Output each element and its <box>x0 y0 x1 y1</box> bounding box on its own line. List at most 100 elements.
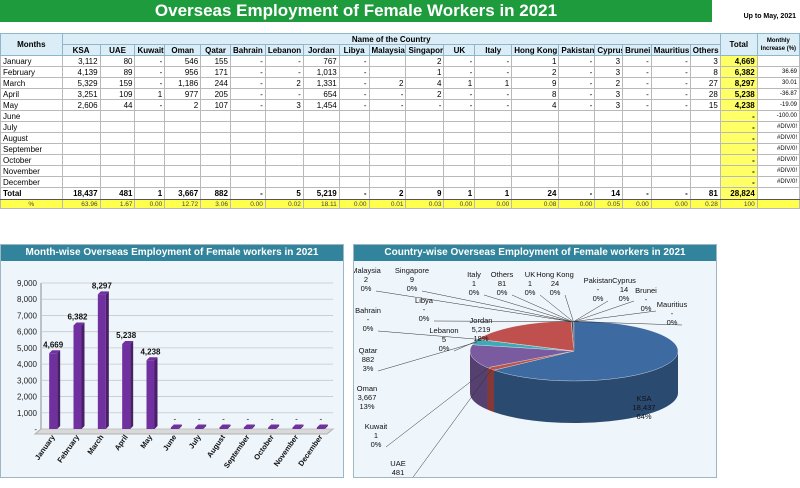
value-cell: 80 <box>99 55 136 67</box>
percent-cell: 18.11 <box>302 199 340 209</box>
value-cell <box>164 165 202 177</box>
value-cell <box>134 176 166 188</box>
bar-side <box>81 322 85 429</box>
value-cell: - <box>368 99 407 111</box>
value-cell: - <box>338 66 370 78</box>
pie-slice-percent: 0% <box>667 318 678 327</box>
employment-table: Months Name of the Country Total Monthly In… <box>0 33 800 209</box>
bar <box>243 427 252 429</box>
value-cell: 109 <box>99 88 136 100</box>
value-cell <box>164 132 202 144</box>
percent-cell: 3.06 <box>200 199 231 209</box>
bar-side <box>105 291 109 429</box>
value-cell <box>443 132 476 144</box>
value-cell: - <box>134 77 166 89</box>
pie-slice-label: Libya <box>415 296 434 305</box>
value-cell: - <box>264 66 304 78</box>
value-cell <box>511 165 560 177</box>
value-cell <box>99 121 136 133</box>
value-cell: - <box>622 77 652 89</box>
country-header: Cyprus <box>594 44 624 56</box>
month-cell: April <box>0 88 63 100</box>
total-value-cell: 3,667 <box>164 187 202 200</box>
total-value-cell: 1 <box>443 187 476 200</box>
country-header: Singapore <box>405 44 445 56</box>
pie-slice-value: 5,219 <box>472 325 491 334</box>
row-total-cell: 4,669 <box>719 55 758 67</box>
total-row: Total 18,437 481 1 3,667 882-5 5,219-2 9 1 1 24-14… <box>0 187 800 200</box>
value-cell: 1 <box>405 66 445 78</box>
value-cell <box>405 154 445 166</box>
country-header: Italy <box>474 44 513 56</box>
value-cell <box>61 176 101 188</box>
total-value-cell: 24 <box>511 187 560 200</box>
bar-top <box>243 424 255 428</box>
bar-data-label: - <box>246 415 249 424</box>
bar-chart-title: Month-wise Overseas Employment of Female… <box>1 245 343 261</box>
pie-slice-label: Others <box>491 270 514 279</box>
value-cell <box>302 143 340 155</box>
value-cell <box>264 176 304 188</box>
value-cell <box>99 132 136 144</box>
value-cell <box>229 143 266 155</box>
pie-slice-label: Pakistan <box>584 276 613 285</box>
percent-cell: 0.00 <box>558 199 596 209</box>
value-cell <box>689 110 721 122</box>
bar-data-label: 8,297 <box>92 281 113 290</box>
value-cell: - <box>650 99 691 111</box>
percent-cell: 63.96 <box>61 199 101 209</box>
value-cell: 1 <box>443 77 476 89</box>
value-cell: - <box>622 55 652 67</box>
value-cell: - <box>443 99 476 111</box>
value-cell: 8 <box>689 66 721 78</box>
bar <box>316 427 325 429</box>
value-cell: 205 <box>200 88 231 100</box>
increase-cell: #DIV/0! <box>756 176 800 188</box>
value-cell <box>229 165 266 177</box>
month-cell: September <box>0 143 63 155</box>
value-cell: 1 <box>134 88 166 100</box>
value-cell <box>405 121 445 133</box>
bar <box>97 294 106 429</box>
value-cell: 9 <box>511 77 560 89</box>
bar-data-label: - <box>173 415 176 424</box>
total-value-cell: - <box>229 187 266 200</box>
value-cell: - <box>405 99 445 111</box>
pie-chart-canvas: KSA18,43764%UAE4812%Kuwait10%Oman3,66713… <box>354 266 687 477</box>
pie-leader-line <box>511 294 573 322</box>
pie-slice-label: Jordan <box>470 316 493 325</box>
value-cell <box>368 132 407 144</box>
total-value-cell: 481 <box>99 187 136 200</box>
value-cell: 4 <box>511 99 560 111</box>
value-cell <box>134 121 166 133</box>
bar-data-label: 6,382 <box>67 312 88 321</box>
value-cell <box>264 165 304 177</box>
value-cell <box>558 110 596 122</box>
percent-cell: 0.05 <box>594 199 624 209</box>
bar-top <box>97 291 109 295</box>
pie-leader-line <box>564 294 574 322</box>
increase-cell: -19.09 <box>756 99 800 111</box>
table-row: July - #DIV/0! <box>0 121 800 133</box>
value-cell: 977 <box>164 88 202 100</box>
pie-label-group: Pakistan-0% <box>584 276 613 303</box>
percent-row: % 63.96 1.67 0.00 12.72 3.06 0.00 0.02 18.11 0.00… <box>0 199 800 209</box>
value-cell <box>368 176 407 188</box>
increase-cell: #DIV/0! <box>756 154 800 166</box>
value-cell <box>61 121 101 133</box>
value-cell <box>99 143 136 155</box>
value-cell <box>264 121 304 133</box>
value-cell <box>511 154 560 166</box>
pie-slice-value: - <box>671 309 674 318</box>
value-cell <box>368 165 407 177</box>
value-cell <box>99 110 136 122</box>
value-cell: 2 <box>594 77 624 89</box>
pie-slice-value: 9 <box>410 275 414 284</box>
value-cell: 244 <box>200 77 231 89</box>
increase-cell: #DIV/0! <box>756 143 800 155</box>
bar-top <box>49 350 61 354</box>
value-cell <box>405 143 445 155</box>
pie-slice-label: Hong Kong <box>536 270 574 279</box>
pie-slice-value: 1 <box>528 279 532 288</box>
value-cell <box>200 176 231 188</box>
